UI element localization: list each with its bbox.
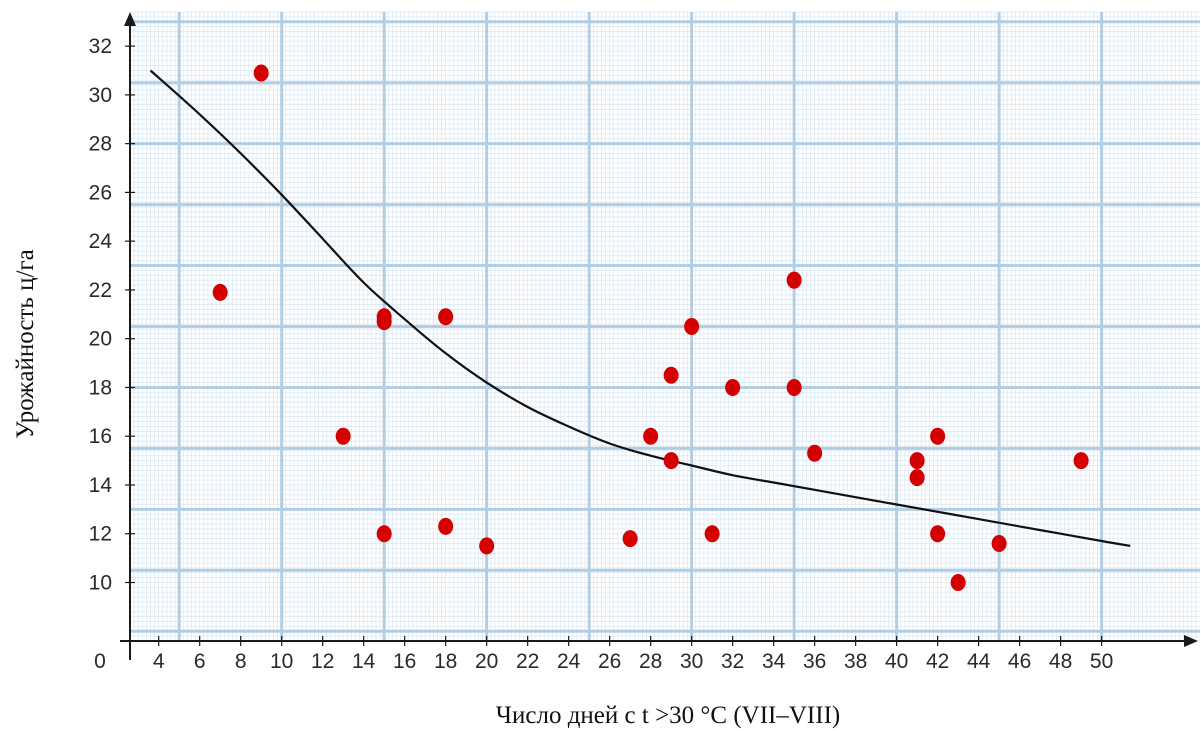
x-tick-label: 26 — [598, 650, 621, 673]
data-point — [1073, 452, 1089, 470]
y-tick-label: 30 — [89, 84, 112, 107]
x-tick-label: 4 — [153, 650, 165, 673]
trend-curve — [149, 69, 1131, 547]
x-axis-title: Число дней с t >30 °C (VII–VIII) — [496, 702, 840, 729]
y-tick-label: 10 — [89, 571, 112, 594]
data-point — [807, 444, 823, 462]
data-point — [622, 530, 638, 548]
x-tick-label: 14 — [352, 650, 376, 673]
y-tick-label: 22 — [89, 279, 112, 302]
data-point — [930, 427, 946, 445]
data-point — [930, 525, 946, 543]
data-point — [725, 378, 741, 396]
data-point — [479, 537, 495, 555]
x-tick-label: 50 — [1090, 650, 1113, 673]
data-point — [909, 469, 925, 487]
data-point — [786, 378, 802, 396]
y-tick-label: 32 — [89, 35, 112, 58]
y-tick-label: 16 — [89, 425, 112, 448]
x-tick-label: 40 — [885, 650, 908, 673]
x-tick-label: 20 — [475, 650, 498, 673]
x-tick-label: 42 — [926, 650, 949, 673]
data-points — [212, 64, 1089, 591]
data-point — [335, 427, 351, 445]
x-tick-label: 32 — [721, 650, 744, 673]
x-axis-arrow — [1184, 635, 1198, 647]
data-point — [212, 283, 228, 301]
x-tick-label: 46 — [1008, 650, 1031, 673]
axes — [120, 12, 1198, 660]
y-tick-label: 20 — [89, 328, 112, 351]
y-tick-label: 14 — [89, 474, 113, 497]
data-point — [253, 64, 269, 82]
x-tick-label: 36 — [803, 650, 826, 673]
x-tick-label: 8 — [235, 650, 247, 673]
data-point — [786, 271, 802, 289]
data-point — [950, 573, 966, 591]
data-point — [663, 452, 679, 470]
data-point — [376, 313, 392, 331]
data-point — [663, 366, 679, 384]
x-tick-label: 12 — [311, 650, 334, 673]
grid-major-lines — [130, 12, 1200, 641]
x-tick-label: 30 — [680, 650, 703, 673]
y-tick-label: 12 — [89, 523, 112, 546]
data-point — [376, 525, 392, 543]
x-tick-label: 24 — [557, 650, 581, 673]
x-tick-label: 18 — [434, 650, 457, 673]
x-tick-label: 44 — [967, 650, 991, 673]
data-point — [438, 517, 454, 535]
data-point — [991, 534, 1007, 552]
data-point — [684, 318, 700, 335]
x-tick-label: 22 — [516, 650, 539, 673]
y-axis-arrow — [124, 12, 136, 26]
x-tick-label: 48 — [1049, 650, 1072, 673]
x-tick-label: 6 — [194, 650, 206, 673]
data-point — [643, 427, 659, 445]
x-tick-label: 16 — [393, 650, 416, 673]
data-point — [438, 308, 454, 326]
y-axis-title: Урожайность ц/га — [12, 249, 39, 438]
y-tick-labels: 10 12 14 16 18 20 22 24 26 28 30 32 — [89, 35, 135, 594]
x-tick-label: 38 — [844, 650, 867, 673]
origin-label: 0 — [94, 650, 106, 673]
x-tick-label: 28 — [639, 650, 662, 673]
y-tick-label: 24 — [89, 230, 113, 253]
x-tick-label: 10 — [270, 650, 293, 673]
y-tick-label: 28 — [89, 133, 112, 156]
x-tick-label: 34 — [762, 650, 786, 673]
data-point — [909, 452, 925, 470]
data-point — [704, 525, 720, 543]
x-tick-labels: 4 6 8 10 12 14 16 18 20 22 24 26 28 30 32 34 36 38 40 42 44 4… — [153, 636, 1113, 673]
y-tick-label: 26 — [89, 181, 112, 204]
y-tick-label: 18 — [89, 376, 112, 399]
